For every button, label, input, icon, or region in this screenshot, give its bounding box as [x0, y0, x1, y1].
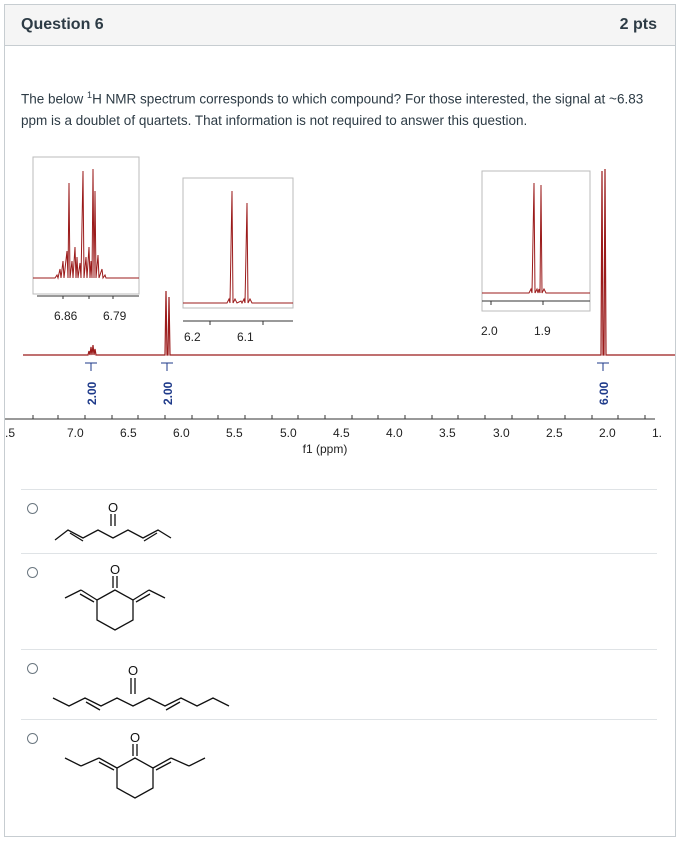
radio-button[interactable] — [27, 663, 38, 674]
question-text-superscript: 1 — [87, 90, 93, 100]
integral-3: 6.00 — [597, 362, 611, 405]
axis-title: f1 (ppm) — [303, 442, 348, 456]
axis-tick-label: 3.5 — [439, 426, 456, 440]
molecule-structure-2: O — [64, 562, 166, 631]
axis-tick-label: 5.5 — [226, 426, 243, 440]
integral-1: 2.00 — [85, 362, 99, 405]
answer-2-oxygen: O — [110, 562, 120, 577]
answer-1-oxygen: O — [108, 500, 118, 515]
answer-option-4[interactable]: O — [21, 719, 657, 830]
axis-tick-label: 1. — [652, 426, 662, 440]
inset3-tick-2: 1.9 — [534, 324, 551, 338]
answer-option-1[interactable]: O — [21, 489, 657, 552]
inset2-tick-2: 6.1 — [237, 330, 254, 344]
answer-4-oxygen: O — [130, 730, 140, 745]
radio-button[interactable] — [27, 567, 38, 578]
axis-tick-label: 5.0 — [280, 426, 297, 440]
inset1-tick-2: 6.79 — [103, 309, 127, 323]
answer-3-oxygen: O — [128, 663, 138, 678]
inset-6-15: 6.2 6.1 — [182, 177, 294, 344]
axis-tick-label: 7.0 — [67, 426, 84, 440]
inset3-tick-1: 2.0 — [481, 324, 498, 338]
inset-6-83: 6.86 6.79 — [32, 156, 140, 323]
question-header: Question 6 2 pts — [5, 5, 675, 46]
integral-3-label: 6.00 — [597, 381, 611, 405]
ppm-axis: .5 7.0 6.5 6.0 5.5 5.0 4.5 4.0 3.5 3.0 2… — [5, 415, 662, 456]
molecule-structure-1: O — [54, 500, 172, 542]
axis-tick-label: .5 — [5, 426, 15, 440]
axis-tick-label: 3.0 — [493, 426, 510, 440]
inset2-tick-1: 6.2 — [184, 330, 201, 344]
question-card: Question 6 2 pts The below 1H NMR spectr… — [4, 4, 676, 837]
axis-tick-label: 2.5 — [546, 426, 563, 440]
axis-tick-label: 2.0 — [599, 426, 616, 440]
radio-button[interactable] — [27, 503, 38, 514]
inset-1-94: 2.0 1.9 — [481, 170, 591, 338]
question-text-part2: H NMR spectrum corresponds to which comp… — [21, 91, 644, 128]
molecule-structure-3: O — [52, 663, 230, 711]
inset1-tick-1: 6.86 — [54, 309, 78, 323]
integral-2-label: 2.00 — [161, 381, 175, 405]
molecule-structure-4: O — [64, 730, 206, 799]
nmr-spectrum: 6.86 6.79 6.2 6.1 2.0 1.9 — [5, 156, 675, 456]
question-text: The below 1H NMR spectrum corresponds to… — [21, 85, 651, 131]
question-text-part1: The below — [21, 91, 88, 107]
question-points: 2 pts — [619, 16, 657, 33]
main-spectrum-trace — [23, 168, 675, 356]
integral-2: 2.00 — [161, 362, 175, 405]
radio-button[interactable] — [27, 733, 38, 744]
axis-tick-label: 6.0 — [173, 426, 190, 440]
integral-1-label: 2.00 — [85, 381, 99, 405]
answer-option-3[interactable]: O — [21, 649, 657, 718]
axis-tick-label: 6.5 — [120, 426, 137, 440]
question-title: Question 6 — [21, 16, 104, 33]
answer-option-2[interactable]: O — [21, 553, 657, 648]
axis-tick-label: 4.0 — [386, 426, 403, 440]
axis-tick-label: 4.5 — [333, 426, 350, 440]
